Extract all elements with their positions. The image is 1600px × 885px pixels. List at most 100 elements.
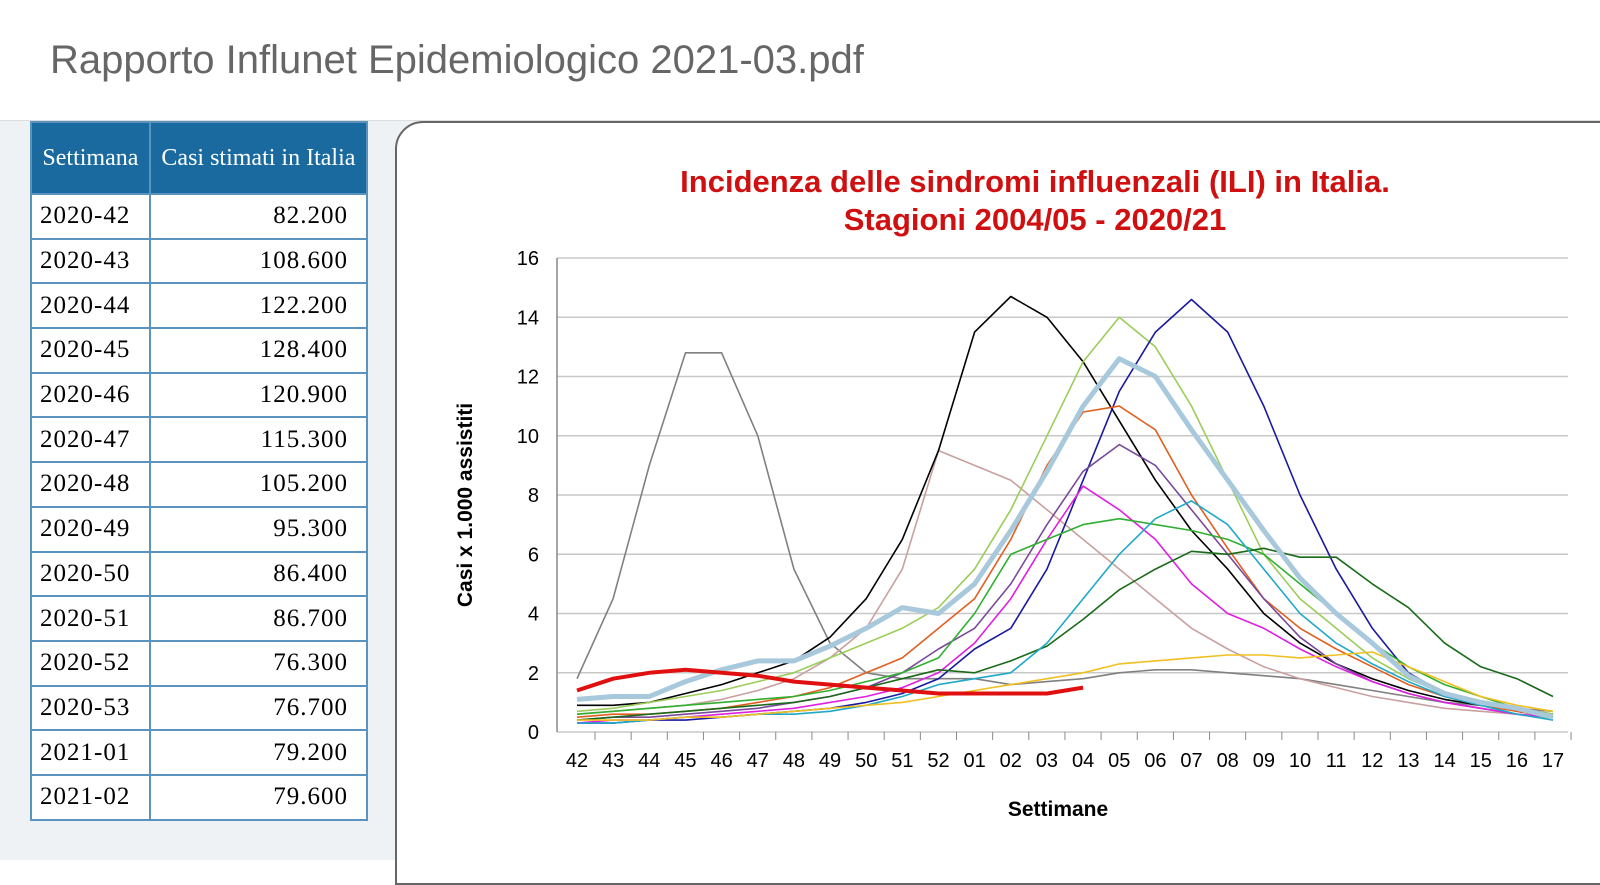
column-header: Casi stimati in Italia	[148, 121, 369, 195]
y-tick-label: 8	[528, 485, 539, 507]
table-row: 2020-42 82.200	[30, 193, 369, 240]
document-title: Rapporto Influnet Epidemiologico 2021-03…	[50, 38, 864, 82]
series-line	[576, 485, 1554, 724]
x-tick-label: 47	[747, 750, 769, 772]
table-row: 2020-43 108.600	[30, 237, 369, 285]
table-row: 2021-02 79.600	[30, 773, 369, 821]
table-row: 2020-51 86.700	[30, 595, 369, 642]
document-area: Settimana Casi stimati in Italia 2020-42 8…	[0, 121, 1600, 885]
table-cell: 2020-42	[30, 193, 151, 240]
chart: Incidenza delle sindromi influenzali (IL…	[454, 164, 1572, 821]
table-cell: 86.700	[148, 595, 369, 642]
x-tick-label: 11	[1326, 750, 1347, 772]
x-tick-label: 13	[1397, 750, 1419, 772]
x-tick-label: 06	[1144, 750, 1166, 772]
x-tick-label: 02	[1000, 750, 1022, 772]
table-cell: 76.700	[148, 684, 369, 732]
table-cell: 79.200	[148, 729, 369, 776]
x-tick-label: 50	[855, 750, 877, 772]
x-tick-label: 10	[1289, 750, 1311, 772]
table-row: 2020-49 95.300	[30, 505, 369, 553]
x-tick-label: 14	[1433, 750, 1455, 772]
table-cell: 2021-01	[30, 729, 151, 776]
x-tick-label: 51	[891, 750, 913, 772]
series-line	[576, 517, 1554, 721]
table-row: 2020-46 120.900	[30, 371, 369, 419]
table-cell: 2020-52	[30, 639, 151, 687]
series-line	[576, 356, 1554, 720]
table-cell: 120.900	[148, 371, 369, 419]
table-cell: 2020-48	[30, 461, 151, 508]
table-cell: 128.400	[148, 327, 369, 374]
table-row: 2020-50 86.400	[30, 550, 369, 598]
series-line	[576, 352, 1554, 713]
x-tick-label: 17	[1542, 750, 1564, 772]
table-cell: 79.600	[148, 773, 369, 821]
y-tick-label: 6	[528, 544, 539, 566]
x-tick-label: 09	[1253, 750, 1275, 772]
x-tick-label: 08	[1217, 750, 1239, 772]
x-tick-label: 43	[602, 750, 624, 772]
series-line	[576, 443, 1554, 721]
x-tick-label: 04	[1072, 750, 1094, 772]
series-line	[576, 316, 1554, 715]
x-tick-label: 52	[927, 750, 949, 772]
table-cell: 2020-43	[30, 237, 151, 285]
y-axis-label: Casi x 1.000 assistiti	[454, 403, 477, 607]
x-tick-label: 01	[964, 750, 986, 772]
table-cell: 122.200	[148, 282, 369, 330]
y-tick-label: 0	[528, 722, 539, 744]
table-cell: 2021-02	[30, 773, 151, 821]
table-cell: 2020-50	[30, 550, 151, 598]
x-tick-label: 45	[674, 750, 696, 772]
chart-panel	[395, 121, 1600, 885]
y-tick-label: 10	[517, 426, 539, 448]
y-tick-label: 12	[517, 367, 539, 389]
series-line	[576, 667, 1084, 696]
series-line	[577, 651, 1554, 721]
x-tick-label: 07	[1180, 750, 1202, 772]
x-tick-label: 15	[1470, 750, 1492, 772]
y-tick-label: 14	[517, 307, 539, 329]
table-cell: 95.300	[148, 505, 369, 553]
series-line	[577, 295, 1554, 715]
series-line	[576, 547, 1554, 721]
x-tick-label: 44	[638, 750, 660, 772]
chart-subtitle: Stagioni 2004/05 - 2020/21	[844, 202, 1227, 237]
series-line	[577, 298, 1554, 724]
table-cell: 2020-51	[30, 595, 151, 642]
table-row: 2021-01 79.200	[30, 729, 369, 776]
table-cell: 2020-53	[30, 684, 151, 732]
table-cell: 115.300	[148, 416, 369, 464]
table-cell: 2020-44	[30, 282, 151, 330]
column-header: Settimana	[30, 121, 151, 195]
y-tick-label: 2	[528, 663, 539, 685]
viewer-header: Rapporto Influnet Epidemiologico 2021-03…	[0, 0, 1600, 121]
x-axis-label: Settimane	[1008, 798, 1108, 821]
table-cell: 76.300	[148, 639, 369, 687]
table-cell: 108.600	[148, 237, 369, 285]
table-cell: 105.200	[148, 461, 369, 508]
table-row: 2020-45 128.400	[30, 327, 369, 374]
x-tick-label: 03	[1036, 750, 1058, 772]
x-tick-label: 42	[566, 750, 588, 772]
table: Settimana Casi stimati in Italia 2020-42 8…	[30, 121, 369, 821]
table-cell: 2020-46	[30, 371, 151, 419]
table-cell: 82.200	[148, 193, 369, 240]
x-tick-label: 46	[710, 750, 732, 772]
table-cell: 2020-47	[30, 416, 151, 464]
table-cell: 86.400	[148, 550, 369, 598]
table-cell: 2020-45	[30, 327, 151, 374]
y-tick-label: 16	[517, 248, 539, 270]
x-tick-label: 12	[1361, 750, 1383, 772]
x-tick-label: 05	[1108, 750, 1130, 772]
x-tick-label: 49	[819, 750, 841, 772]
x-tick-label: 16	[1506, 750, 1528, 772]
chart-title: Incidenza delle sindromi influenzali (IL…	[680, 164, 1390, 199]
y-tick-label: 4	[528, 604, 539, 626]
table-row: 2020-52 76.300	[30, 639, 369, 687]
table-cell: 2020-49	[30, 505, 151, 553]
table-row: 2020-44 122.200	[30, 282, 369, 330]
table-row: 2020-47 115.300	[30, 416, 369, 464]
